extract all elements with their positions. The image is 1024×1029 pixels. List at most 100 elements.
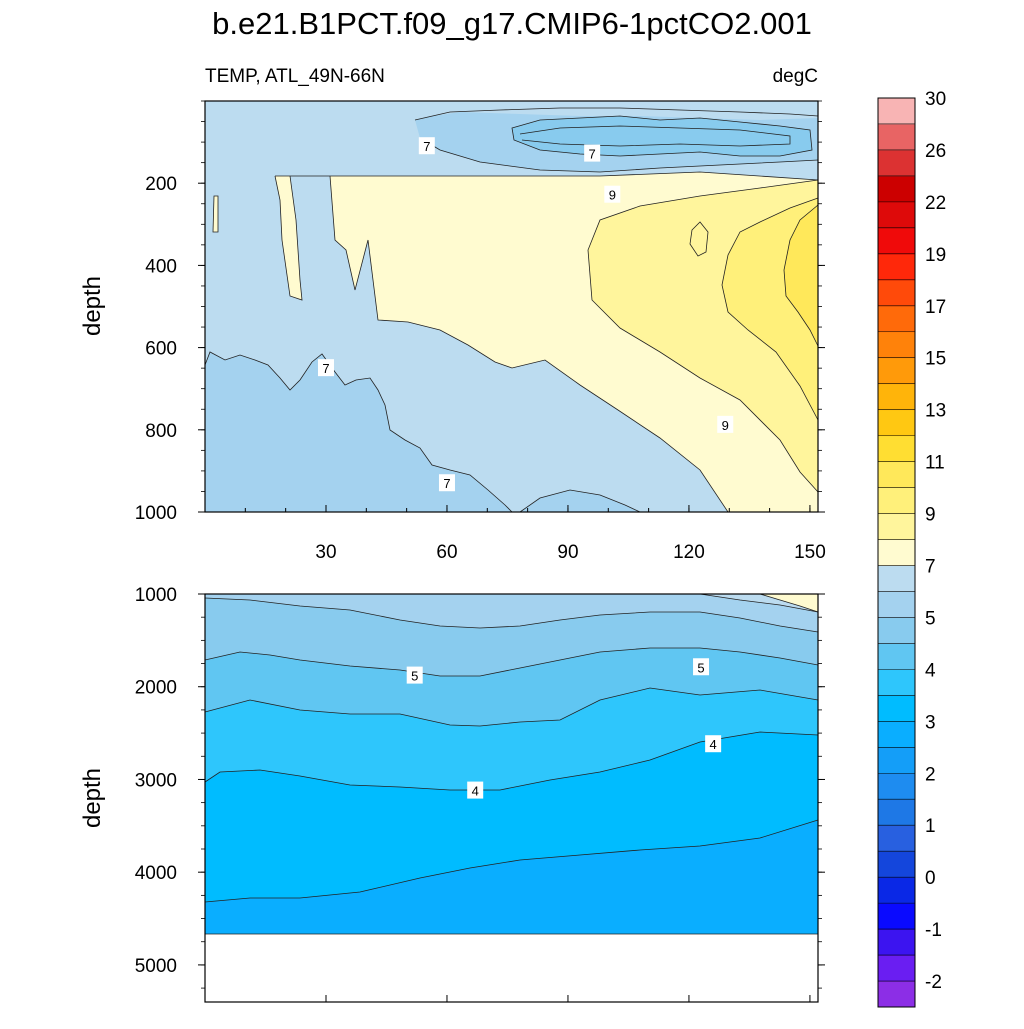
- colorbar-swatch: [878, 175, 915, 203]
- lower-fill-5-6-band: [205, 594, 818, 676]
- upper-x-tick-label: 120: [673, 542, 705, 563]
- lower-line-9: [759, 593, 819, 613]
- colorbar-label: 4: [925, 660, 936, 681]
- colorbar-label: 7: [925, 556, 936, 577]
- lower-x-ticks: [325, 995, 811, 1002]
- upper-contour-label-box: [438, 474, 455, 492]
- colorbar-swatch: [878, 981, 915, 1008]
- colorbar-swatch: [878, 773, 915, 800]
- colorbar-swatch: [878, 305, 915, 333]
- upper-contour-labels: 7 7 9 7 9 7: [317, 137, 734, 492]
- colorbar-swatch: [878, 513, 915, 541]
- lower-fill-6-7-band: [205, 594, 818, 632]
- colorbar-label: 0: [925, 868, 936, 889]
- lower-y-tick-label: 2000: [135, 678, 177, 699]
- upper-contour-label: 7: [423, 139, 430, 154]
- lower-contour-label: 5: [411, 669, 418, 684]
- upper-line-9-spike: [274, 175, 303, 301]
- colorbar-swatch: [878, 929, 915, 956]
- upper-fill-6-7-bottom: [205, 352, 640, 512]
- upper-contour-label-box: [317, 359, 334, 377]
- lower-contour-label: 4: [710, 737, 717, 752]
- colorbar-label: 30: [925, 89, 946, 110]
- upper-line-10: [587, 179, 819, 493]
- colorbar-swatch: [878, 253, 915, 281]
- colorbar-label: 9: [925, 505, 936, 526]
- lower-fill-no-data: [205, 934, 818, 1002]
- colorbar-label: 19: [925, 245, 946, 266]
- upper-contour-label: 9: [609, 188, 616, 203]
- lower-line-6: [204, 597, 819, 633]
- colorbar-swatch: [878, 591, 915, 618]
- colorbar-label: 11: [925, 453, 945, 474]
- lower-line-3: [204, 819, 819, 903]
- colorbar-swatch: [878, 955, 915, 982]
- upper-fill-yellow-left: [213, 176, 302, 300]
- upper-x-tick-label: 90: [557, 542, 578, 563]
- lower-y-tick-label: 3000: [135, 770, 177, 791]
- upper-contour-label: 7: [322, 361, 329, 376]
- colorbar-swatch: [878, 435, 915, 463]
- colorbar-swatch: [878, 799, 915, 826]
- upper-x-tick-label: 150: [794, 542, 826, 563]
- lower-contour-lines: [204, 593, 819, 935]
- colorbar-label: 5: [925, 608, 936, 629]
- colorbar-label: 17: [925, 297, 946, 318]
- upper-y-axis-label: depth: [79, 276, 106, 336]
- lower-y-axis-label: depth: [79, 768, 106, 828]
- lower-plot-frame: [204, 593, 819, 1003]
- upper-fill-light-ribbons: [205, 101, 818, 120]
- lower-contour-label-box: [705, 735, 722, 753]
- upper-line-7-bottom: [204, 351, 513, 513]
- upper-fill-12-13: [784, 205, 818, 346]
- upper-contour-lines: [204, 107, 819, 513]
- colorbar-swatch: [878, 409, 915, 437]
- colorbar-label: 2: [925, 764, 936, 785]
- colorbar-swatch: [878, 539, 915, 566]
- colorbar-swatch: [878, 695, 915, 722]
- upper-panel: TEMP, ATL_49N-66N degC: [79, 66, 826, 563]
- lower-line-7: [699, 593, 819, 613]
- colorbar-swatch: [878, 487, 915, 515]
- colorbar-swatch: [878, 383, 915, 411]
- colorbar-swatch: [878, 669, 915, 696]
- upper-y-tick-label: 1000: [135, 503, 177, 524]
- lower-fill-9-corner: [760, 594, 818, 612]
- upper-y-tick-label: 800: [145, 421, 177, 442]
- upper-line-7-top2: [419, 137, 819, 173]
- upper-units-string: degC: [773, 66, 818, 87]
- upper-x-tick-label: 30: [315, 542, 336, 563]
- colorbar-swatch: [878, 149, 915, 177]
- lower-contour-label-box: [406, 666, 423, 684]
- upper-contour-label-box: [717, 415, 734, 433]
- upper-contour-fill: [205, 101, 818, 512]
- upper-line-9-small: [212, 195, 219, 233]
- colorbar-swatch: [878, 721, 915, 748]
- colorbar-swatch: [878, 903, 915, 930]
- lower-y-tick-label: 1000: [135, 585, 177, 606]
- colorbar-label: -1: [925, 920, 942, 941]
- figure-title: b.e21.B1PCT.f09_g17.CMIP6-1pctCO2.001: [212, 6, 812, 41]
- lower-line-5: [204, 647, 819, 677]
- upper-x-tick-label: 60: [436, 542, 457, 563]
- colorbar-swatch: [878, 565, 915, 592]
- lower-line-4-5: [204, 687, 819, 727]
- upper-line-6-inner: [519, 125, 791, 147]
- upper-x-ticks: 30 60 90 120 150: [244, 505, 826, 563]
- colorbar-swatch: [878, 98, 915, 125]
- upper-contour-label: 9: [722, 418, 729, 433]
- upper-line-10-island: [689, 221, 709, 257]
- upper-y-tick-label: 400: [145, 256, 177, 277]
- colorbar-swatch: [878, 201, 915, 229]
- lower-panel: 1000 2000 3000 4000 5000 5 5 4 4 depth: [79, 585, 825, 1003]
- lower-y-tick-label: 5000: [135, 956, 177, 977]
- colorbar-swatch: [878, 279, 915, 307]
- colorbar-label: 1: [925, 816, 936, 837]
- colorbar-swatch: [878, 357, 915, 385]
- upper-left-string: TEMP, ATL_49N-66N: [205, 66, 385, 87]
- lower-contour-labels: 5 5 4 4: [406, 658, 722, 799]
- colorbar: -2 -1 0 1 2 3 4 5 7 9 11 13 15 17 19 22 26 30: [877, 89, 946, 1008]
- upper-contour-label-box: [418, 137, 435, 155]
